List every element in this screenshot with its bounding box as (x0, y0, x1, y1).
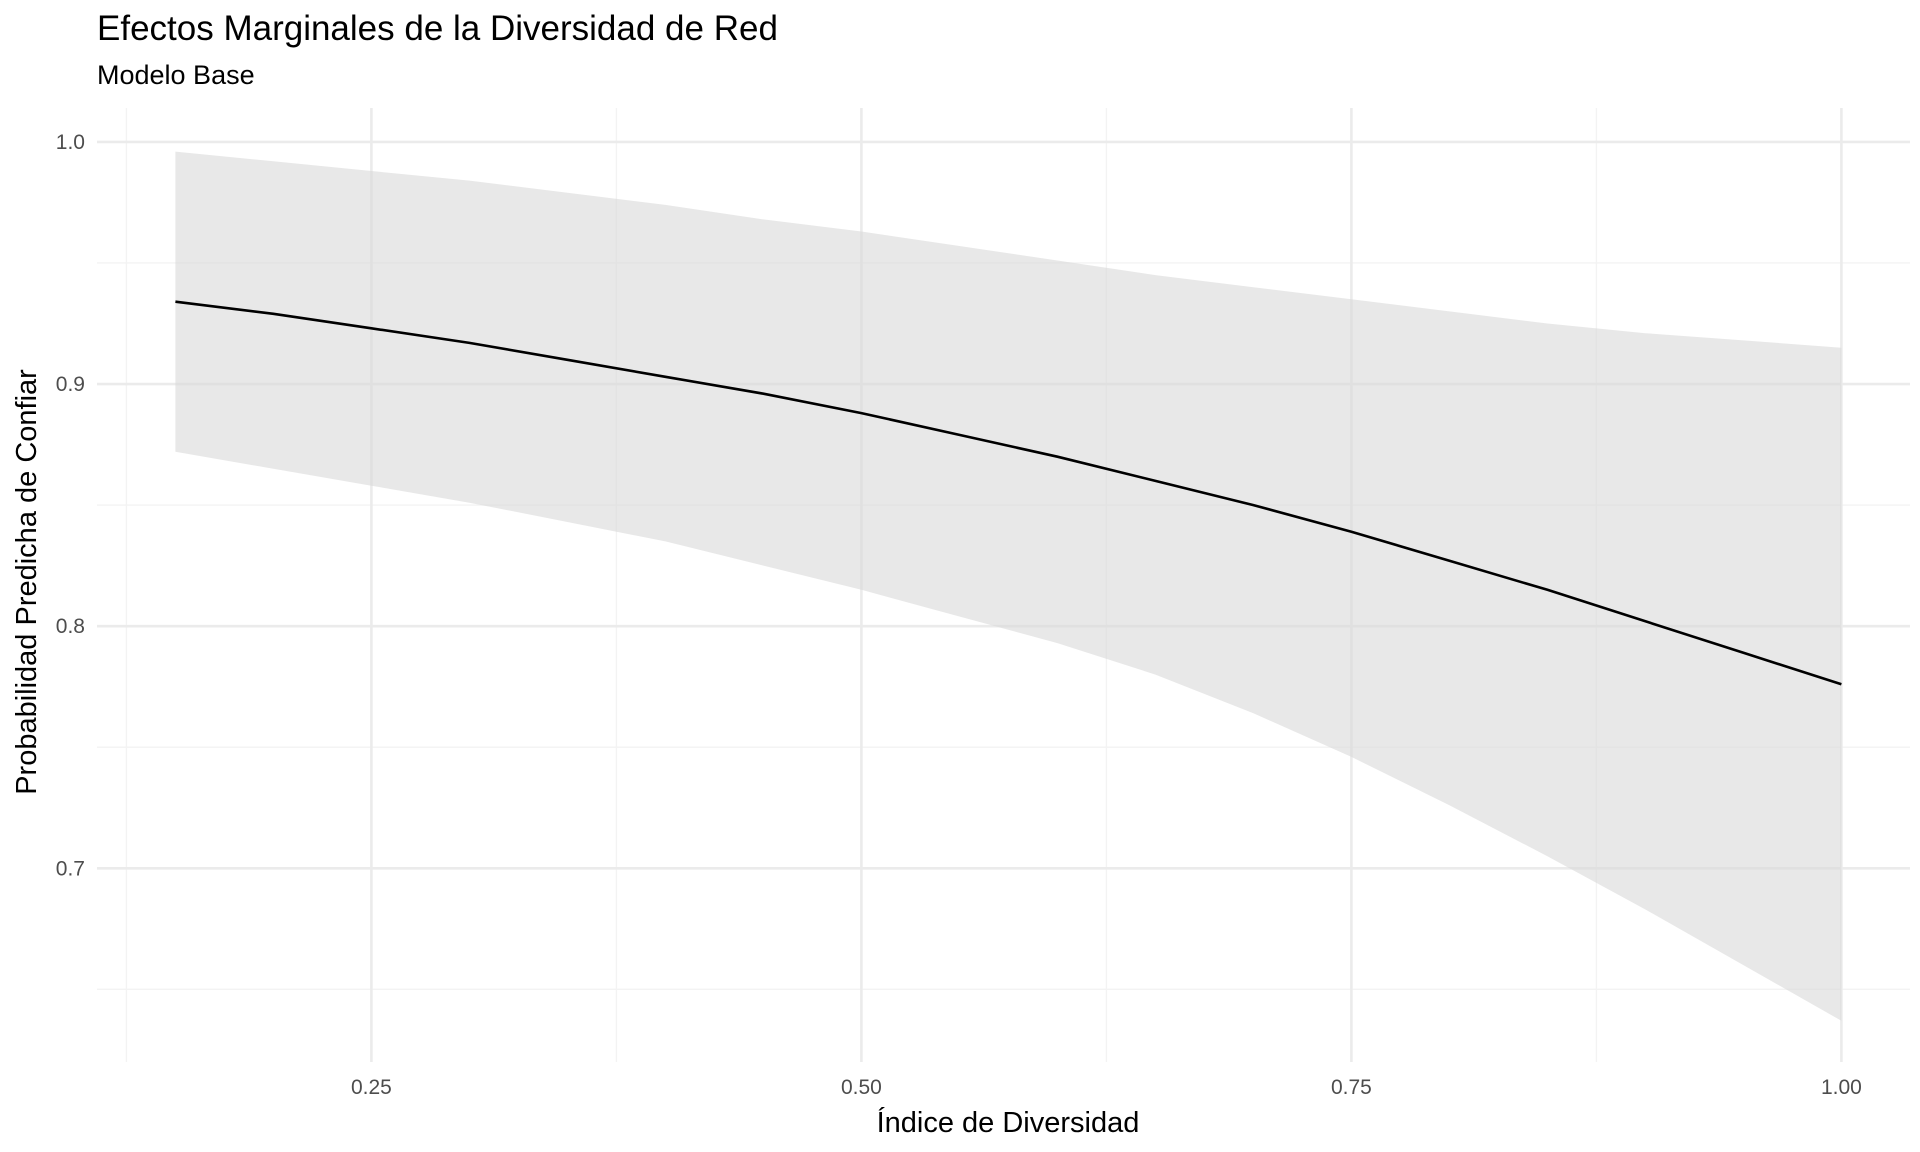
confidence-ribbon (175, 151, 1842, 1021)
y-tick-label: 0.8 (56, 615, 85, 638)
tick-labels: 0.25 0.50 0.75 1.00 0.7 0.8 0.9 1.0 (56, 131, 1862, 1099)
chart-title: Efectos Marginales de la Diversidad de R… (97, 9, 778, 48)
y-tick-label: 1.0 (56, 131, 85, 154)
x-tick-label: 0.25 (351, 1076, 392, 1099)
x-axis-title: Índice de Diversidad (877, 1106, 1140, 1139)
y-axis-title: Probabilidad Predicha de Confiar (11, 369, 43, 795)
predicted-probability-line (175, 300, 1842, 686)
x-tick-label: 0.75 (1331, 1076, 1372, 1099)
x-tick-label: 0.50 (841, 1076, 882, 1099)
y-tick-label: 0.7 (56, 857, 85, 880)
fit-line-group (175, 300, 1842, 686)
y-tick-label: 0.9 (56, 373, 85, 396)
chart-subtitle: Modelo Base (97, 60, 255, 90)
confidence-ribbon-group (175, 151, 1842, 1021)
x-tick-label: 1.00 (1821, 1076, 1862, 1099)
